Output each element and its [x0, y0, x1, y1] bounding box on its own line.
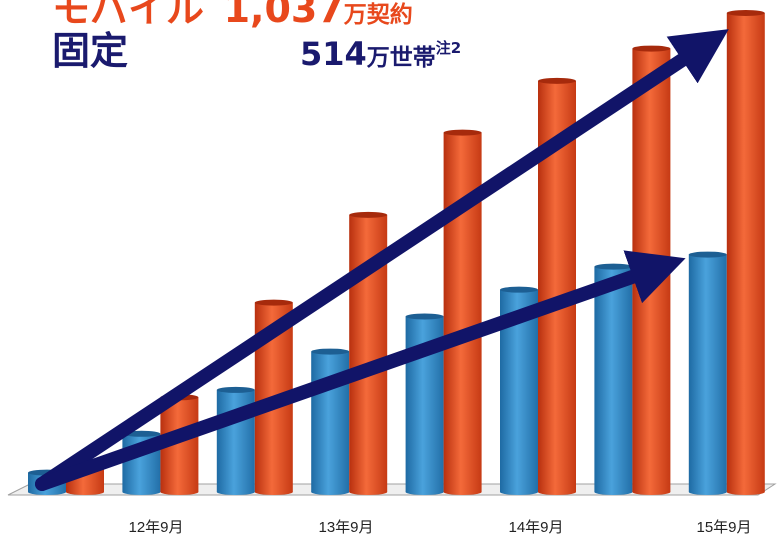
fixed-unit: 万世帯: [366, 45, 436, 71]
fixed-trend-arrow: [35, 250, 686, 491]
mobile-headline: モバイル 1,037万契約: [52, 0, 413, 28]
x-tick-label: 15年9月: [696, 519, 751, 536]
mobile-trend-arrow: [35, 29, 729, 491]
fixed-value-group: 514万世帯注2: [300, 38, 461, 70]
mobile-bar: [443, 129, 482, 495]
fixed-bar: [311, 348, 350, 495]
x-axis-ticks: 12年9月 13年9月 14年9月 15年9月: [128, 519, 751, 536]
fixed-value: 514: [300, 35, 367, 73]
fixed-bar: [216, 386, 255, 495]
fixed-note: 注2: [435, 39, 462, 57]
chart-floor-plane: [7, 483, 777, 496]
x-tick-label: 13年9月: [318, 519, 373, 536]
fixed-label: 固定: [52, 29, 129, 73]
fixed-headline: 固定 514万世帯注2: [52, 29, 461, 73]
fixed-bar: [688, 251, 727, 495]
fixed-bar: [594, 263, 633, 495]
chart-floor: [7, 483, 777, 496]
mobile-value: 1,037: [223, 0, 344, 31]
x-tick-label: 12年9月: [128, 519, 183, 536]
mobile-unit: 万契約: [343, 2, 413, 28]
mobile-label: モバイル: [52, 0, 205, 31]
trend-arrows: [35, 29, 729, 491]
mobile-bar: [726, 10, 765, 495]
x-tick-label: 14年9月: [508, 519, 563, 536]
